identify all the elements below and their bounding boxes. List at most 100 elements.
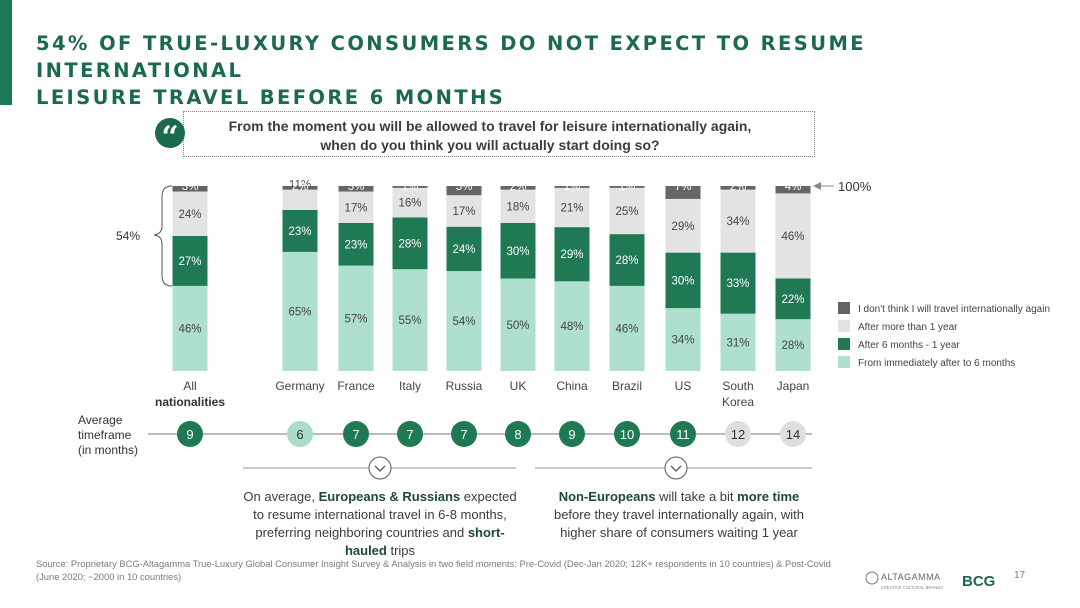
timeframe-value: 7 [406, 427, 413, 442]
category-label: Germany [275, 379, 324, 393]
bar-segment [500, 223, 536, 279]
timeframe-badge [451, 421, 477, 447]
timeframe-value: 9 [186, 427, 193, 442]
note-left-text-3: trips [386, 543, 416, 558]
bar-segment [775, 319, 811, 371]
bars-layer: 46%27%24%3%65%23%11%2%57%23%17%3%55%28%1… [172, 180, 811, 371]
data-label: 34% [726, 216, 749, 228]
data-label: 3% [182, 181, 199, 193]
data-label: 48% [560, 321, 583, 333]
data-label: 23% [344, 239, 367, 251]
category-label: France [337, 379, 375, 393]
altagamma-tagline: CREATIVE CULTURAL BRANDS [881, 585, 943, 590]
altagamma-logo: ALTAGAMMA CREATIVE CULTURAL BRANDS [865, 571, 943, 590]
bar-segment [392, 187, 428, 218]
category-label: US [675, 379, 692, 393]
timeframe-badge [343, 421, 369, 447]
data-label: 30% [671, 275, 694, 287]
data-label: 1% [564, 181, 581, 193]
timeframe-badge [725, 421, 751, 447]
bar-segment [282, 251, 318, 371]
bracket-brace [153, 185, 173, 287]
category-label: Russia [446, 379, 483, 393]
data-label: 5% [456, 181, 473, 193]
note-left-bold-2: short-hauled [344, 525, 505, 558]
timeframe-badge [505, 421, 531, 447]
legend: I don't think I will travel internationa… [838, 302, 1050, 369]
data-label: 24% [178, 209, 201, 221]
legend-swatch [838, 356, 850, 368]
bar-segment [500, 278, 536, 371]
data-label: 23% [288, 226, 311, 238]
timeframe-label-3: (in months) [78, 443, 138, 457]
data-label: 54% [452, 316, 475, 328]
category-label: Korea [722, 395, 754, 409]
chevron-down-icon [368, 456, 392, 480]
data-label: 34% [671, 335, 694, 347]
bcg-logo: BCG [962, 573, 995, 590]
bar-segment [172, 191, 208, 236]
data-label: 30% [506, 246, 529, 258]
altagamma-wordmark: ALTAGAMMA [881, 572, 941, 582]
bar-segment [609, 187, 645, 235]
note-right-bold-1: Non-Europeans [558, 489, 656, 504]
data-label: 2% [730, 181, 747, 193]
title-line-2: LEISURE TRAVEL BEFORE 6 MONTHS [36, 86, 506, 109]
data-label: 1% [402, 181, 419, 193]
source-note: Source: Proprietary BCG-Altagamma True-L… [36, 558, 831, 582]
legend-label: From immediately after to 6 months [858, 358, 1015, 369]
bar-segment [665, 252, 701, 309]
europeans-note: On average, Europeans & Russians expecte… [239, 488, 521, 560]
total-label: 100% [838, 179, 872, 194]
data-label: 22% [781, 294, 804, 306]
legend-label: After more than 1 year [858, 322, 958, 333]
data-label: 2% [292, 181, 309, 193]
timeframe-value: 14 [786, 427, 800, 442]
data-label: 1% [619, 181, 636, 193]
bar-segment [720, 313, 756, 371]
timeframe-value: 10 [620, 427, 634, 442]
bar-segment [609, 186, 645, 188]
note-right-bold-2: more time [737, 489, 800, 504]
bracket-label: 54% [116, 229, 140, 243]
bar-segment [392, 217, 428, 270]
category-label: South [722, 379, 753, 393]
data-label: 25% [615, 206, 638, 218]
quote-icon: “ [155, 118, 185, 155]
data-label: 50% [506, 320, 529, 332]
bar-segment [665, 186, 701, 199]
timeframe-value: 9 [568, 427, 575, 442]
bar-segment [172, 186, 208, 192]
category-label: China [556, 379, 588, 393]
bar-segment [172, 235, 208, 286]
survey-question: From the moment you will be allowed to t… [190, 117, 790, 155]
category-label: nationalities [155, 395, 225, 409]
question-line-2: when do you think you will actually star… [320, 137, 660, 153]
timeframe-badge [397, 421, 423, 447]
category-label: Brazil [612, 379, 642, 393]
bracket-54: 54% [116, 185, 173, 287]
non-europeans-note: Non-Europeans will take a bit more time … [540, 488, 818, 542]
total-callout: 100% [813, 179, 872, 194]
note-right-text-2: before they travel internationally again… [553, 507, 805, 540]
bar-segment [500, 189, 536, 223]
data-label: 4% [785, 181, 802, 193]
timeframe-value: 12 [731, 427, 745, 442]
data-label: 17% [344, 202, 367, 214]
category-label: Italy [399, 379, 421, 393]
data-label: 57% [344, 313, 367, 325]
timeframe-label-1: Average [78, 413, 123, 427]
note-right-text-1: will take a bit [655, 489, 738, 504]
data-label: 46% [781, 231, 804, 243]
logos: ALTAGAMMA CREATIVE CULTURAL BRANDS BCG [865, 571, 995, 590]
timeframe-label-2: timeframe [78, 428, 132, 442]
note-left-text-1: On average, [243, 489, 319, 504]
bar-segment [338, 191, 374, 223]
data-label: 3% [348, 181, 365, 193]
data-label: 17% [452, 206, 475, 218]
data-label: 29% [671, 221, 694, 233]
category-label: UK [510, 379, 527, 393]
data-label: 21% [560, 202, 583, 214]
note-left-text-2: expected to resume international travel … [253, 489, 517, 540]
timeframe-badge [670, 421, 696, 447]
